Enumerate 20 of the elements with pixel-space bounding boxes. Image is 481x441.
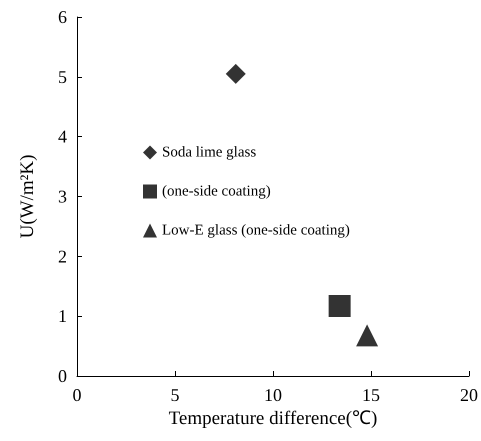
x-axis-title: Temperature difference(℃): [168, 408, 378, 429]
legend-label: Soda lime glass: [162, 144, 256, 160]
x-tick-label: 15: [362, 385, 380, 405]
legend-label: Low-E glass (one-side coating): [162, 222, 350, 238]
y-tick-label: 3: [58, 186, 67, 206]
x-tick-label: 20: [460, 385, 478, 405]
y-tick-label: 4: [58, 126, 67, 147]
y-tick-label: 0: [58, 366, 67, 386]
point: [226, 64, 246, 84]
x-tick-label: 0: [72, 385, 82, 405]
x-tick-label: 10: [264, 385, 282, 405]
y-tick-label: 6: [58, 7, 67, 27]
point: [356, 324, 378, 346]
legend-label: (one-side coating): [162, 184, 271, 200]
y-tick-label: 5: [58, 66, 67, 87]
y-axis-title: U(W/m²K): [17, 154, 38, 238]
x-tick-label: 5: [170, 385, 180, 405]
point: [328, 294, 351, 317]
y-tick-label: 2: [58, 246, 67, 266]
y-tick-label: 1: [58, 306, 67, 326]
